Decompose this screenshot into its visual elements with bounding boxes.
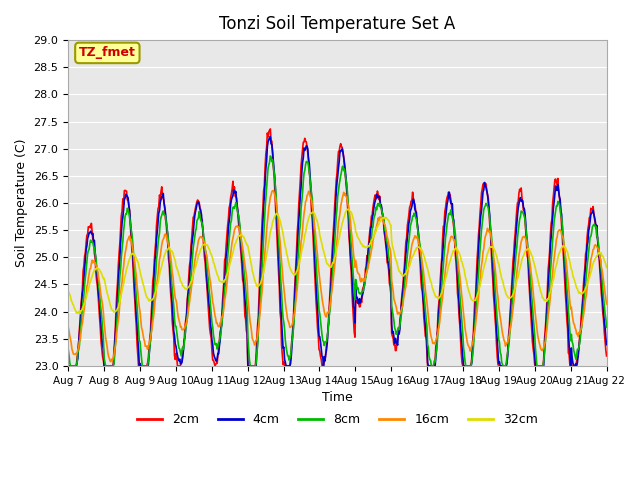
32cm <box>185 284 193 290</box>
8cm <box>67 363 74 369</box>
8cm <box>266 153 274 159</box>
4cm <box>404 235 412 240</box>
16cm <box>603 301 611 307</box>
16cm <box>107 359 115 364</box>
32cm <box>130 252 138 258</box>
4cm <box>212 359 220 364</box>
2cm <box>603 353 611 359</box>
4cm <box>266 134 274 140</box>
4cm <box>129 260 137 266</box>
32cm <box>404 265 412 271</box>
16cm <box>404 266 412 272</box>
2cm <box>404 223 412 228</box>
2cm <box>266 126 274 132</box>
32cm <box>76 311 84 316</box>
Text: TZ_fmet: TZ_fmet <box>79 47 136 60</box>
16cm <box>420 272 428 278</box>
Line: 8cm: 8cm <box>68 156 607 366</box>
16cm <box>185 305 193 311</box>
8cm <box>213 346 221 352</box>
32cm <box>213 272 221 277</box>
Line: 2cm: 2cm <box>68 129 607 366</box>
8cm <box>420 289 428 295</box>
4cm <box>184 291 192 297</box>
2cm <box>129 269 137 275</box>
Line: 16cm: 16cm <box>68 191 607 361</box>
8cm <box>130 261 138 266</box>
8cm <box>185 296 193 301</box>
4cm <box>419 297 427 302</box>
16cm <box>213 320 221 326</box>
16cm <box>130 255 138 261</box>
32cm <box>344 206 351 212</box>
Line: 32cm: 32cm <box>68 209 607 313</box>
16cm <box>269 188 277 193</box>
8cm <box>64 346 72 352</box>
8cm <box>404 244 412 250</box>
4cm <box>64 363 72 369</box>
32cm <box>420 252 428 258</box>
2cm <box>184 290 192 296</box>
4cm <box>603 342 611 348</box>
Title: Tonzi Soil Temperature Set A: Tonzi Soil Temperature Set A <box>220 15 456 33</box>
8cm <box>603 324 611 330</box>
Y-axis label: Soil Temperature (C): Soil Temperature (C) <box>15 139 28 267</box>
2cm <box>419 299 427 305</box>
Legend: 2cm, 4cm, 8cm, 16cm, 32cm: 2cm, 4cm, 8cm, 16cm, 32cm <box>132 408 543 432</box>
16cm <box>74 347 82 352</box>
16cm <box>64 324 72 330</box>
2cm <box>74 350 82 356</box>
32cm <box>74 310 82 316</box>
32cm <box>64 288 72 293</box>
2cm <box>64 363 72 369</box>
Line: 4cm: 4cm <box>68 137 607 366</box>
8cm <box>75 347 83 352</box>
4cm <box>74 355 82 361</box>
32cm <box>603 264 611 270</box>
2cm <box>212 360 220 366</box>
X-axis label: Time: Time <box>322 391 353 404</box>
